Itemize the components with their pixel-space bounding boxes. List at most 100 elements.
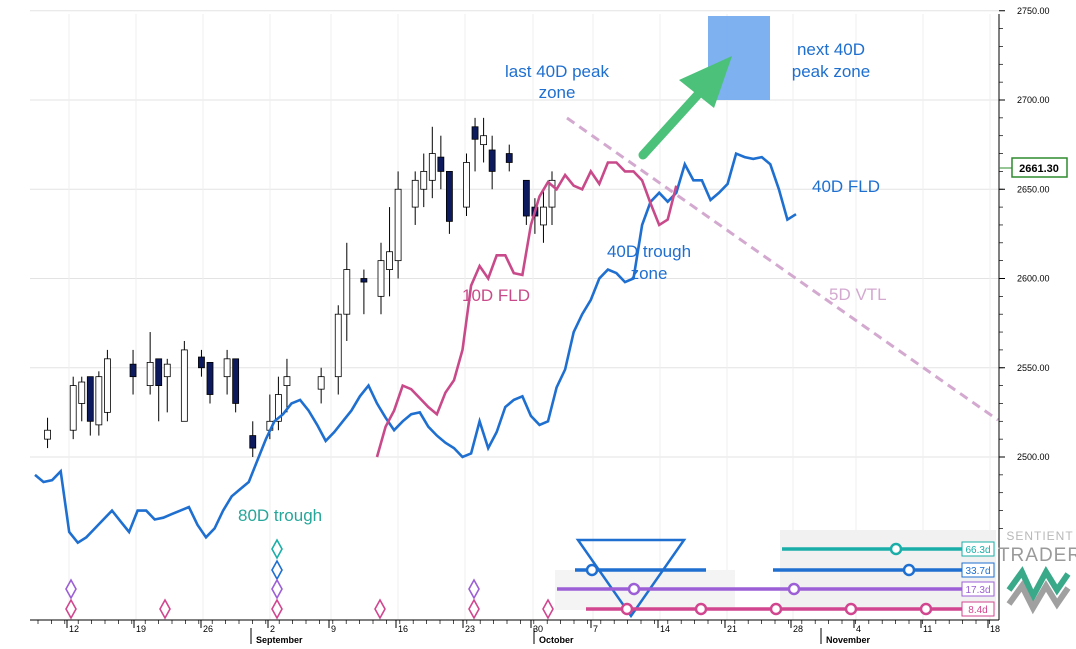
candle-body <box>317 376 325 390</box>
diamond-marker <box>271 538 283 560</box>
candle-body <box>480 135 488 146</box>
last-peak-label-2: zone <box>539 83 576 102</box>
current-price-label: 2661.30 <box>1019 163 1059 175</box>
candle-body <box>69 385 77 431</box>
candle-body <box>129 363 137 378</box>
candle-body <box>343 269 351 315</box>
date-tick-label: 28 <box>793 624 803 634</box>
price-candles <box>44 117 556 457</box>
candle-body <box>463 162 470 208</box>
last-peak-label: last 40D peak <box>505 62 609 81</box>
date-tick-label: 4 <box>856 624 861 634</box>
candle-body <box>360 278 368 283</box>
period-8-label: 8.4d <box>968 605 987 616</box>
svg-text:SENTIENT: SENTIENT <box>1006 529 1073 543</box>
price-tick-label: 2500.00 <box>1017 452 1050 462</box>
diamond-marker <box>468 578 480 600</box>
fld-10d-line <box>375 161 678 458</box>
price-tick-label: 2700.00 <box>1017 95 1050 105</box>
fld10-label: 10D FLD <box>462 286 530 305</box>
candle-body <box>180 349 188 422</box>
month-label: September <box>256 635 303 645</box>
vtl-line <box>566 116 999 422</box>
fld40-label: 40D FLD <box>812 177 880 196</box>
diamond-marker <box>271 598 283 620</box>
candle-body <box>223 358 231 378</box>
candle-body <box>206 361 214 395</box>
trough-zone-label: 40D trough <box>607 242 691 261</box>
candle-body <box>437 156 445 172</box>
candle-body <box>249 435 257 449</box>
candle-body <box>386 251 393 270</box>
current-price-box <box>1011 157 1068 178</box>
price-tick-label: 2550.00 <box>1017 363 1050 373</box>
next-peak-label: next 40D <box>797 40 865 59</box>
diamond-marker <box>159 598 171 620</box>
period-34-label: 33.7d <box>965 566 990 577</box>
candle-body <box>445 170 453 222</box>
price-gridlines <box>30 10 999 458</box>
candle-body <box>488 149 496 172</box>
trough-zone-label-2: zone <box>631 264 668 283</box>
date-tick-label: 14 <box>660 624 670 634</box>
date-tick-label: 11 <box>923 624 932 634</box>
candle-body <box>540 206 547 226</box>
date-tick-label: 16 <box>398 624 408 634</box>
diamond-marker <box>468 598 480 620</box>
diamond-marker <box>271 559 283 581</box>
date-gridlines <box>68 14 991 620</box>
candle-body <box>44 429 51 440</box>
cycle-panel: 66.3d 33.7d 17.3d 8.4d <box>65 530 996 620</box>
candle-body <box>411 179 419 208</box>
date-tick-label: 12 <box>69 624 79 634</box>
candle-body <box>232 358 240 404</box>
date-tick-label: 26 <box>203 624 213 634</box>
diamond-marker <box>65 598 77 620</box>
price-tick-label: 2600.00 <box>1017 274 1050 284</box>
trough-triangle-icon <box>575 538 687 619</box>
candle-body <box>505 153 513 163</box>
candle-body <box>86 376 94 422</box>
candle-body <box>522 179 530 217</box>
month-label: October <box>539 635 574 645</box>
date-tick-label: 9 <box>331 624 336 634</box>
candle-body <box>78 381 86 404</box>
date-tick-label: 7 <box>593 624 598 634</box>
candle-body <box>274 394 282 422</box>
trough80-label: 80D trough <box>238 506 322 525</box>
diamond-marker <box>374 598 386 620</box>
candle-body <box>428 153 436 181</box>
date-tick-label: 23 <box>465 624 475 634</box>
date-tick-label: 18 <box>990 624 1000 634</box>
date-tick-label: 2 <box>270 624 275 634</box>
candle-body <box>471 126 479 140</box>
sentient-trader-logo: SENTIENT TRADER <box>998 529 1076 615</box>
period-66-label: 66.3d <box>965 545 990 556</box>
candle-body <box>394 188 402 262</box>
candle-body <box>104 358 111 413</box>
cycle-trough-diamonds <box>65 538 554 620</box>
candle-body <box>198 356 205 369</box>
candle-body <box>420 170 428 190</box>
month-label: November <box>826 635 871 645</box>
candle-body <box>95 376 103 426</box>
candle-body <box>548 179 556 208</box>
next-peak-label-2: peak zone <box>792 62 870 81</box>
candle-body <box>146 361 154 386</box>
diamond-marker <box>271 578 283 600</box>
candle-body <box>334 313 342 378</box>
diamond-marker <box>65 578 77 600</box>
fld-40d-line <box>34 151 797 545</box>
price-tick-label: 2650.00 <box>1017 184 1050 194</box>
date-tick-label: 21 <box>727 624 737 634</box>
price-tick-label: 2750.00 <box>1017 6 1050 16</box>
vtl-label: 5D VTL <box>829 285 887 304</box>
date-tick-label: 30 <box>533 624 543 634</box>
candle-body <box>377 260 385 297</box>
price-axis: 2750.00 2700.00 2650.00 2600.00 2550.00 2500.… <box>998 6 1068 620</box>
date-tick-label: 19 <box>136 624 146 634</box>
svg-text:TRADER: TRADER <box>998 545 1076 566</box>
candle-body <box>283 376 291 386</box>
candle-body <box>155 358 163 387</box>
